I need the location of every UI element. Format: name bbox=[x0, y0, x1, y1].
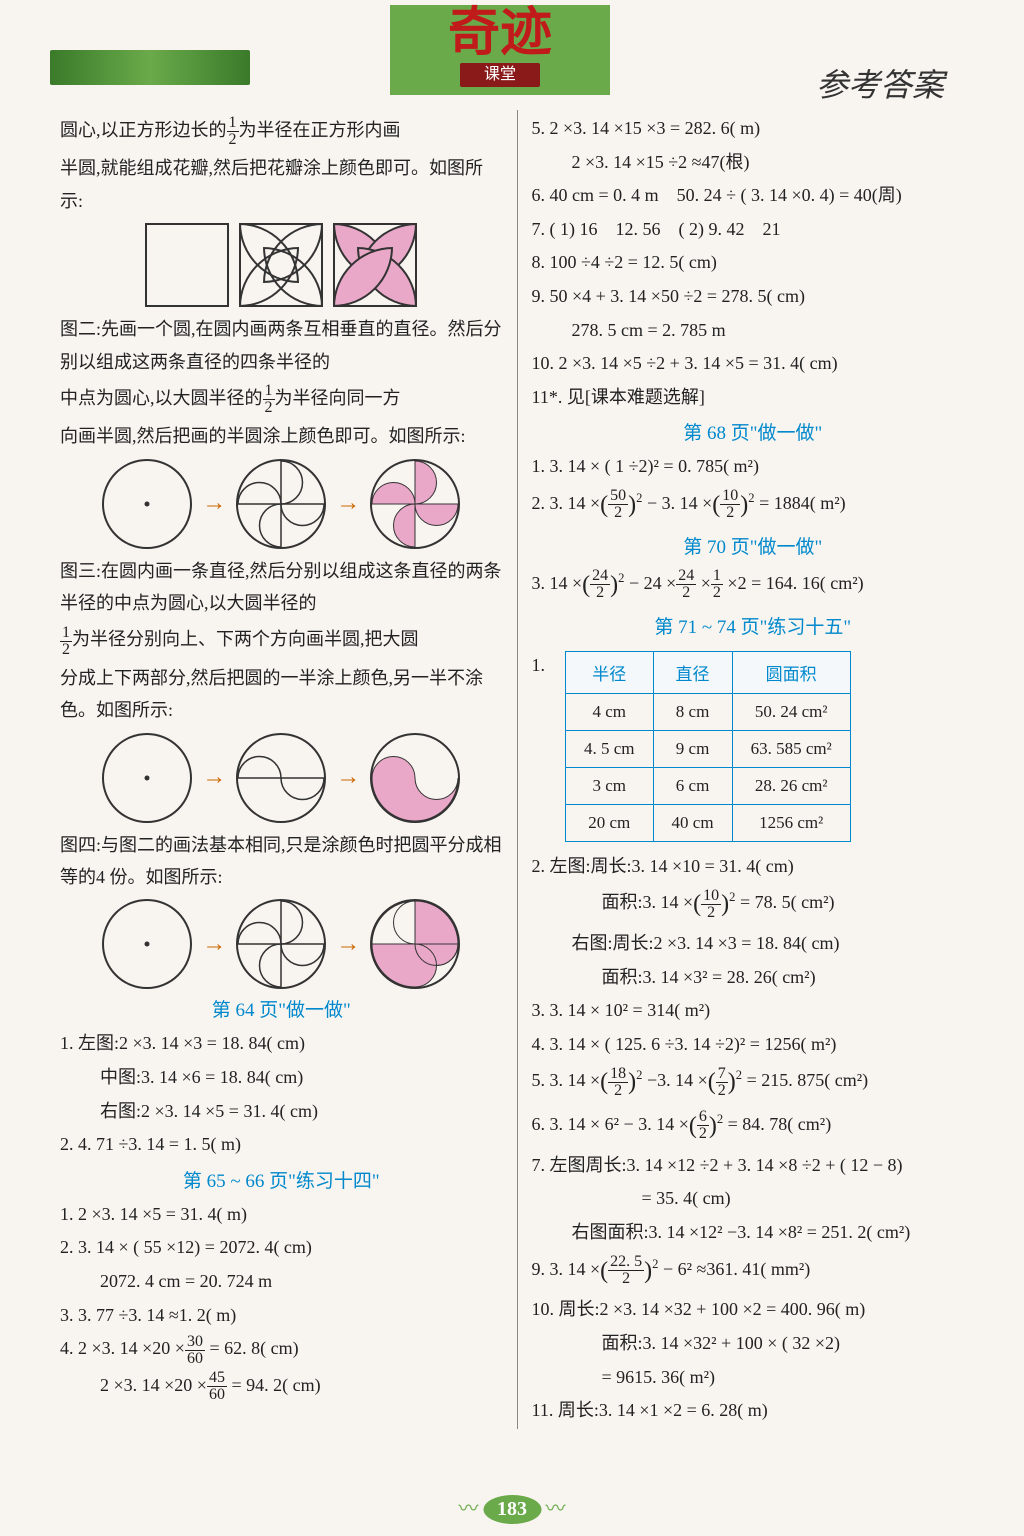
text-p6: 分成上下两部分,然后把圆的一半涂上颜色,另一半不涂色。如图所示: bbox=[60, 662, 503, 727]
page-title: 参考答案 bbox=[816, 60, 944, 106]
r-11r: 11. 周长:3. 14 ×1 ×2 = 6. 28( m) bbox=[532, 1395, 975, 1426]
text-p7: 图四:与图二的画法基本相同,只是涂颜色时把圆平分成相等的4 份。如图所示: bbox=[60, 829, 503, 894]
r-9a: 9. 50 ×4 + 3. 14 ×50 ÷2 = 278. 5( cm) bbox=[532, 281, 975, 312]
r-8row: 右图面积:3. 14 ×12² −3. 14 ×8² = 251. 2( cm²… bbox=[532, 1217, 975, 1248]
circle-dot4 bbox=[102, 899, 192, 989]
diagram-fig3: → → bbox=[60, 733, 503, 823]
r-5row: 5. 3. 14 ×(182)2 −3. 14 ×(72)2 = 215. 87… bbox=[532, 1062, 975, 1103]
circle-pinwheel4-pink bbox=[370, 899, 460, 989]
square-petals-pink bbox=[333, 223, 417, 307]
page-number: 183 bbox=[483, 1495, 541, 1524]
arrow-icon: → bbox=[202, 764, 226, 791]
table-header-radius: 半径 bbox=[566, 651, 654, 693]
r-5a: 5. 2 ×3. 14 ×15 ×3 = 282. 6( m) bbox=[532, 113, 975, 144]
section-68: 第 68 页"做一做" bbox=[532, 418, 975, 445]
header-ornament-left bbox=[50, 50, 250, 85]
table-row: 3 cm6 cm28. 26 cm² bbox=[566, 767, 851, 804]
answer-64-4: 2. 4. 71 ÷3. 14 = 1. 5( m) bbox=[60, 1129, 503, 1160]
r-7: 7. ( 1) 16 12. 56 ( 2) 9. 42 21 bbox=[532, 214, 975, 245]
brand-text-2: 课堂 bbox=[460, 63, 540, 87]
r-70: 3. 14 ×(242)2 − 24 ×242 ×12 ×2 = 164. 16… bbox=[532, 565, 975, 606]
r-8: 8. 100 ÷4 ÷2 = 12. 5( cm) bbox=[532, 247, 975, 278]
page-footer: 〰 183 〰 bbox=[459, 1492, 566, 1524]
circle-yinyang-outline bbox=[236, 733, 326, 823]
ornament-icon: 〰 bbox=[546, 1498, 566, 1520]
section-65: 第 65 ~ 66 页"练习十四" bbox=[60, 1166, 503, 1193]
table-header-area: 圆面积 bbox=[732, 651, 850, 693]
answer-65-2b: 2072. 4 cm = 20. 724 m bbox=[60, 1266, 503, 1297]
page-header: 奇迹 课堂 参考答案 bbox=[0, 0, 1024, 100]
table-label: 1. bbox=[532, 655, 546, 676]
square-empty bbox=[145, 223, 229, 307]
r-2d: 面积:3. 14 ×3² = 28. 26( cm²) bbox=[532, 962, 975, 993]
right-column: 5. 2 ×3. 14 ×15 ×3 = 282. 6( m) 2 ×3. 14… bbox=[532, 110, 975, 1429]
text-p3: 图二:先画一个圆,在圆内画两条互相垂直的直径。然后分别以组成这两条直径的四条半径… bbox=[60, 313, 503, 378]
table-header-diameter: 直径 bbox=[653, 651, 732, 693]
main-content: 圆心,以正方形边长的12为半径在正方形内画 半圆,就能组成花瓣,然后把花瓣涂上颜… bbox=[0, 100, 1024, 1429]
answer-65-3: 3. 3. 77 ÷3. 14 ≈1. 2( m) bbox=[60, 1300, 503, 1331]
area-table: 半径 直径 圆面积 4 cm8 cm50. 24 cm² 4. 5 cm9 cm… bbox=[565, 651, 851, 842]
table-row: 4 cm8 cm50. 24 cm² bbox=[566, 693, 851, 730]
circle-pinwheel4-outline bbox=[236, 899, 326, 989]
fraction-half: 12 bbox=[227, 115, 239, 148]
circle-yinyang-pink bbox=[370, 733, 460, 823]
r-3: 3. 3. 14 × 10² = 314( m²) bbox=[532, 995, 975, 1026]
r-6row: 6. 3. 14 × 6² − 3. 14 ×(62)2 = 84. 78( c… bbox=[532, 1106, 975, 1147]
text-p1: 圆心,以正方形边长的12为半径在正方形内画 bbox=[60, 114, 503, 148]
arrow-icon: → bbox=[202, 490, 226, 517]
circle-dot3 bbox=[102, 733, 192, 823]
answer-65-4: 4. 2 ×3. 14 ×20 ×3060 = 62. 8( cm) bbox=[60, 1333, 503, 1366]
section-71: 第 71 ~ 74 页"练习十五" bbox=[532, 612, 975, 639]
r-68-2: 2. 3. 14 ×(502)2 − 3. 14 ×(102)2 = 1884(… bbox=[532, 485, 975, 526]
r-7a: 7. 左图周长:3. 14 ×12 ÷2 + 3. 14 ×8 ÷2 + ( 1… bbox=[532, 1150, 975, 1181]
text-p2: 半圆,就能组成花瓣,然后把花瓣涂上颜色即可。如图所示: bbox=[60, 152, 503, 217]
r-10c: = 9615. 36( m²) bbox=[532, 1362, 975, 1393]
r-2a: 2. 左图:周长:3. 14 ×10 = 31. 4( cm) bbox=[532, 851, 975, 882]
column-divider bbox=[517, 110, 518, 1429]
arrow-icon: → bbox=[336, 490, 360, 517]
arrow-icon: → bbox=[202, 931, 226, 958]
answer-65-5: 2 ×3. 14 ×20 ×4560 = 94. 2( cm) bbox=[60, 1370, 503, 1403]
text-p4: 向画半圆,然后把画的半圆涂上颜色即可。如图所示: bbox=[60, 420, 503, 452]
r-7b: = 35. 4( cm) bbox=[532, 1183, 975, 1214]
r-10: 10. 2 ×3. 14 ×5 ÷2 + 3. 14 ×5 = 31. 4( c… bbox=[532, 348, 975, 379]
answer-64-2: 中图:3. 14 ×6 = 18. 84( cm) bbox=[60, 1062, 503, 1093]
answer-65-2: 2. 3. 14 × ( 55 ×12) = 2072. 4( cm) bbox=[60, 1232, 503, 1263]
circle-pinwheel-outline bbox=[236, 459, 326, 549]
circle-dot bbox=[102, 459, 192, 549]
brand-text-1: 奇迹 bbox=[390, 5, 610, 63]
table-row: 4. 5 cm9 cm63. 585 cm² bbox=[566, 730, 851, 767]
answer-64-1: 1. 左图:2 ×3. 14 ×3 = 18. 84( cm) bbox=[60, 1028, 503, 1059]
diagram-fig2: → → bbox=[60, 459, 503, 549]
answer-65-1: 1. 2 ×3. 14 ×5 = 31. 4( m) bbox=[60, 1199, 503, 1230]
section-70: 第 70 页"做一做" bbox=[532, 532, 975, 559]
r-4: 4. 3. 14 × ( 125. 6 ÷3. 14 ÷2)² = 1256( … bbox=[532, 1029, 975, 1060]
text-p5: 图三:在圆内画一条直径,然后分别以组成这条直径的两条半径的中点为圆心,以大圆半径… bbox=[60, 555, 503, 620]
r-9row: 9. 3. 14 ×(22. 52)2 − 6² ≈361. 41( mm²) bbox=[532, 1251, 975, 1292]
r-10a: 10. 周长:2 ×3. 14 ×32 + 100 ×2 = 400. 96( … bbox=[532, 1294, 975, 1325]
text-p5b: 12为半径分别向上、下两个方向画半圆,把大圆 bbox=[60, 623, 503, 657]
diagram-fig4: → → bbox=[60, 899, 503, 989]
answer-64-3: 右图:2 ×3. 14 ×5 = 31. 4( cm) bbox=[60, 1096, 503, 1127]
arrow-icon: → bbox=[336, 931, 360, 958]
text-p3b: 中点为圆心,以大圆半径的12为半径向同一方 bbox=[60, 382, 503, 416]
r-6: 6. 40 cm = 0. 4 m 50. 24 ÷ ( 3. 14 ×0. 4… bbox=[532, 180, 975, 211]
r-68-1: 1. 3. 14 × ( 1 ÷2)² = 0. 785( m²) bbox=[532, 451, 975, 482]
diagram-squares bbox=[60, 223, 503, 307]
r-9b: 278. 5 cm = 2. 785 m bbox=[532, 315, 975, 346]
left-column: 圆心,以正方形边长的12为半径在正方形内画 半圆,就能组成花瓣,然后把花瓣涂上颜… bbox=[60, 110, 503, 1429]
section-64: 第 64 页"做一做" bbox=[60, 995, 503, 1022]
r-10b: 面积:3. 14 ×32² + 100 × ( 32 ×2) bbox=[532, 1328, 975, 1359]
r-2b: 面积:3. 14 ×(102)2 = 78. 5( cm²) bbox=[532, 884, 975, 925]
square-petals-outline bbox=[239, 223, 323, 307]
ornament-icon: 〰 bbox=[459, 1498, 479, 1520]
r-2c: 右图:周长:2 ×3. 14 ×3 = 18. 84( cm) bbox=[532, 928, 975, 959]
table-row: 20 cm40 cm1256 cm² bbox=[566, 804, 851, 841]
arrow-icon: → bbox=[336, 764, 360, 791]
r-5b: 2 ×3. 14 ×15 ÷2 ≈47(根) bbox=[532, 147, 975, 178]
circle-pinwheel-pink bbox=[370, 459, 460, 549]
header-brand-block: 奇迹 课堂 bbox=[390, 5, 610, 95]
r-11: 11*. 见[课本难题选解] bbox=[532, 382, 975, 413]
